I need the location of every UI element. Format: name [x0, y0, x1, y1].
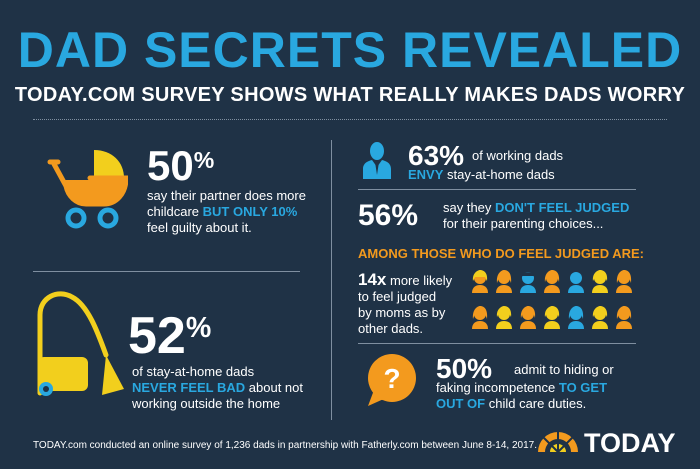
right-divider-1: [358, 189, 636, 190]
hiding-stat-line1: admit to hiding or: [514, 362, 614, 377]
mom-face-icon: [616, 306, 632, 329]
mom-face-icon: [616, 270, 632, 293]
envy-stat-line2: ENVY stay-at-home dads: [408, 167, 555, 182]
businessman-icon: [363, 142, 391, 179]
hiding-stat-number: 50%: [436, 353, 493, 384]
stroller-icon: [47, 150, 128, 229]
mom-face-icon: [544, 306, 560, 329]
envy-stat-number: 63%: [408, 140, 465, 171]
childcare-stat-text: say their partner does more childcare BU…: [147, 188, 306, 235]
faces-grid: [470, 269, 650, 333]
stay-home-stat-number: 52%: [128, 307, 212, 365]
mom-face-icon: [520, 306, 536, 329]
childcare-stat-number: 50%: [147, 142, 215, 189]
dad-face-icon: [568, 272, 584, 293]
page-title: DAD SECRETS REVEALED: [17, 22, 683, 78]
center-divider: [331, 140, 332, 420]
mom-face-icon: [472, 306, 488, 329]
judged-section-heading: AMONG THOSE WHO DO FEEL JUDGED ARE:: [358, 246, 645, 261]
mom-face-icon: [496, 270, 512, 293]
hiding-stat-text: faking incompetence TO GET OUT OF child …: [436, 380, 608, 411]
envy-stat-line1: of working dads: [472, 148, 564, 163]
mom-face-icon: [472, 270, 488, 293]
dad-face-icon: [520, 272, 536, 293]
stay-home-stat-text: of stay-at-home dads NEVER FEEL BAD abou…: [132, 364, 303, 411]
page-subtitle: TODAY.COM SURVEY SHOWS WHAT REALLY MAKES…: [14, 84, 686, 106]
vacuum-icon: [37, 291, 124, 396]
mom-face-icon: [544, 270, 560, 293]
left-divider: [33, 271, 300, 272]
mom-face-icon: [592, 270, 608, 293]
header-divider: [33, 119, 667, 120]
footer-text: TODAY.com conducted an online survey of …: [33, 440, 537, 451]
today-sunrise-logo-icon: [538, 430, 578, 452]
judged-stat-number: 56%: [358, 199, 419, 232]
question-bubble-icon: ?: [368, 354, 416, 406]
mom-face-icon: [568, 306, 584, 329]
mom-face-icon: [592, 306, 608, 329]
svg-text:?: ?: [383, 363, 400, 394]
mom-face-icon: [496, 306, 512, 329]
today-logo-text: TODAY: [584, 428, 676, 458]
right-divider-2: [358, 343, 636, 344]
judged-section-text: 14x more likely to feel judged by moms a…: [358, 270, 453, 336]
judged-stat-text: say they DON'T FEEL JUDGED for their par…: [443, 200, 630, 231]
